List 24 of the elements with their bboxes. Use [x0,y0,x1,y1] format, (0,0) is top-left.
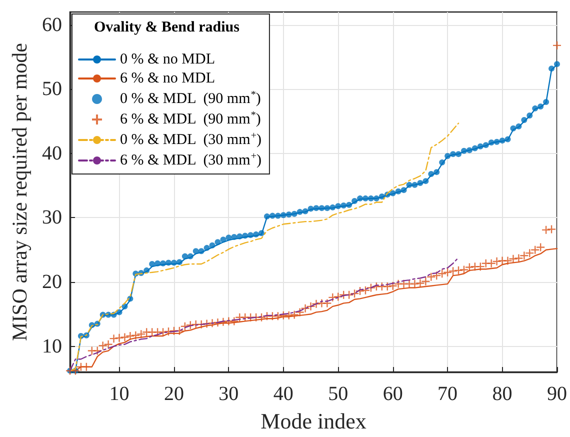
x-tick-label: 30 [218,383,239,405]
legend-label: 0 % & MDL (30 mm+) [120,130,262,148]
x-tick-label: 60 [382,383,403,405]
x-tick-label: 50 [328,383,348,405]
x-tick-label: 10 [109,383,130,405]
y-axis-title: MISO array size required per mode [8,43,32,341]
x-tick-label: 20 [164,383,184,405]
legend-label: 6 % & no MDL [120,70,215,86]
legend-title: Ovality & Bend radius [94,20,240,36]
x-tick-label: 90 [547,383,567,405]
y-tick-label: 30 [42,206,62,229]
x-tick-label: 80 [492,383,512,405]
legend-label: 6 % & MDL (30 mm+) [120,151,262,168]
legend-label: 6 % & MDL (90 mm*) [120,110,261,128]
y-tick-label: 50 [42,78,62,100]
x-axis-title: Mode index [260,408,366,434]
x-tick-label: 70 [438,383,458,405]
y-tick-label: 10 [42,335,62,358]
y-tick-label: 40 [42,142,62,164]
legend-label: 0 % & no MDL [120,52,215,68]
legend-label: 0 % & MDL (90 mm*) [120,90,261,107]
y-tick-label: 20 [42,271,62,293]
y-tick-label: 60 [42,14,62,36]
x-tick-label: 40 [273,383,294,405]
